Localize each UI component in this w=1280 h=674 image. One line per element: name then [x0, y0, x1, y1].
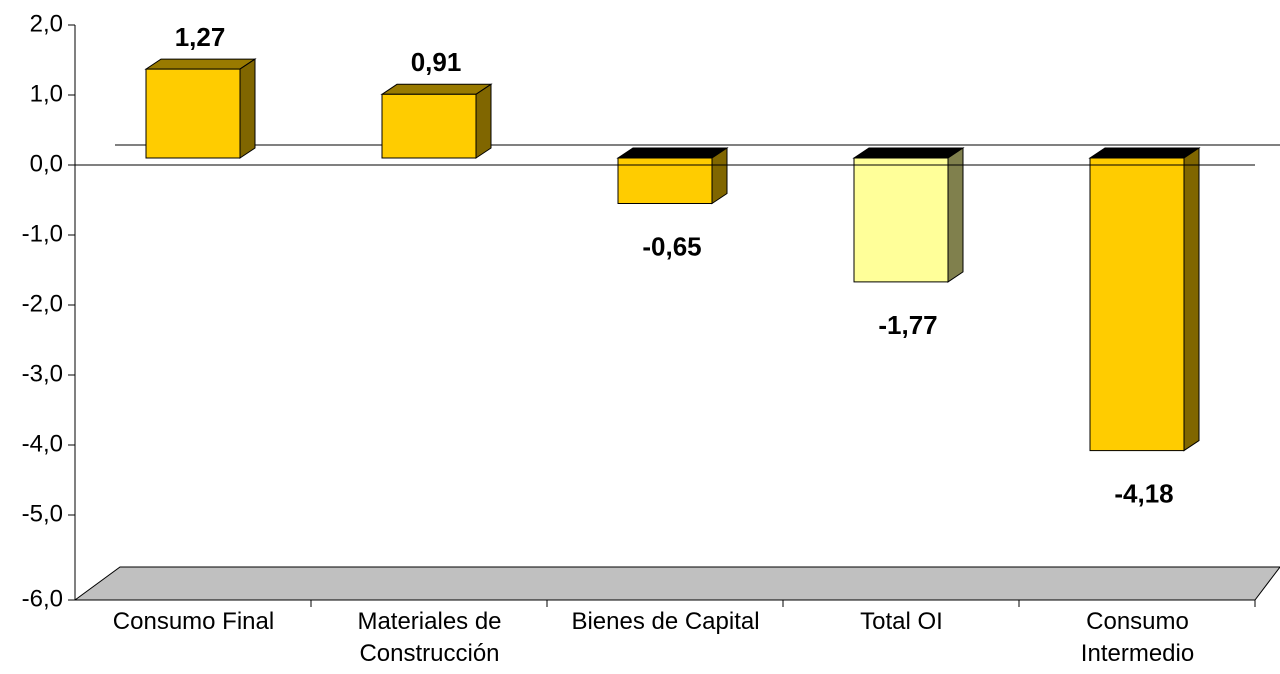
bar-side [948, 148, 963, 282]
bar [854, 158, 948, 282]
y-tick-label: -3,0 [22, 360, 63, 387]
x-tick-label: Bienes de Capital [563, 606, 768, 638]
page: -6,0 -5,0 -4,0 -3,0 -2,0 -1,0 0,0 1,0 2,0 1,27 0,9… [0, 0, 1280, 674]
bar-side [712, 148, 727, 204]
bar [382, 94, 476, 158]
bar-side [1184, 148, 1199, 451]
bar-top [1090, 148, 1199, 158]
y-tick-label: -2,0 [22, 290, 63, 317]
bar-side [476, 84, 491, 158]
bar-top [854, 148, 963, 158]
y-tick-label: 1,0 [30, 80, 63, 107]
bar-top [618, 148, 727, 158]
value-label: -1,77 [878, 310, 937, 340]
y-tick-label: 0,0 [30, 150, 63, 177]
bar-top [146, 59, 255, 69]
floor [75, 567, 1280, 600]
value-label: 0,91 [411, 47, 462, 77]
bar [146, 69, 240, 158]
x-tick-label: Total OI [799, 606, 1004, 638]
y-tick-label: -4,0 [22, 430, 63, 457]
x-tick-label: Materiales de Construcción [327, 606, 532, 670]
bar [1090, 158, 1184, 451]
chart: -6,0 -5,0 -4,0 -3,0 -2,0 -1,0 0,0 1,0 2,0 1,27 0,9… [0, 0, 1280, 674]
value-label: -0,65 [642, 231, 701, 261]
value-label: -4,18 [1114, 478, 1173, 508]
value-label: 1,27 [175, 22, 226, 52]
y-tick-label: -1,0 [22, 220, 63, 247]
x-tick-label: Consumo Intermedio [1035, 606, 1240, 670]
bar-top [382, 84, 491, 94]
y-tick-label: -6,0 [22, 585, 63, 612]
y-tick-label: -5,0 [22, 500, 63, 527]
bar-side [240, 59, 255, 158]
x-tick-label: Consumo Final [91, 606, 296, 638]
y-tick-label: 2,0 [30, 10, 63, 37]
